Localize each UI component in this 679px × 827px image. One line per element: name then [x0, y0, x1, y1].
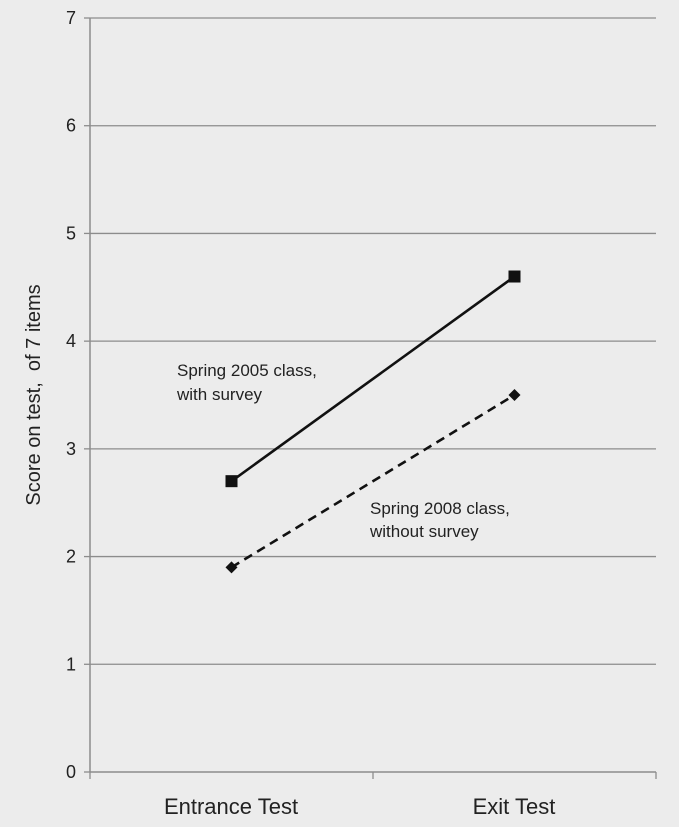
y-axis-title: Score on test, of 7 items: [23, 284, 45, 505]
series-layer: [225, 270, 521, 574]
x-tick-marks: [89, 772, 657, 779]
x-category-label-exit: Exit Test: [473, 794, 556, 819]
y-tick-label-7: 7: [66, 8, 76, 28]
data-point-square: [508, 270, 521, 283]
y-tick-label-4: 4: [66, 331, 76, 351]
data-point-diamond: [508, 389, 521, 401]
annotation-2008-line2: without survey: [369, 522, 479, 541]
annotation-2008-line1: Spring 2008 class,: [370, 499, 510, 518]
y-tick-label-5: 5: [66, 223, 76, 243]
data-point-square: [225, 475, 238, 488]
series-line-2: [230, 393, 516, 569]
annotation-spring-2008: Spring 2008 class, without survey: [369, 499, 510, 541]
y-tick-label-2: 2: [66, 547, 76, 567]
series-2: [225, 389, 521, 574]
gridlines: [90, 17, 656, 665]
axes: [89, 18, 656, 773]
data-point-diamond: [225, 561, 238, 574]
y-tick-labels: 0 1 2 3 4 5 6 7: [66, 8, 90, 782]
x-category-labels: Entrance Test Exit Test: [164, 794, 555, 819]
y-tick-label-1: 1: [66, 654, 76, 674]
y-tick-label-6: 6: [66, 116, 76, 136]
y-tick-label-3: 3: [66, 439, 76, 459]
x-category-label-entrance: Entrance Test: [164, 794, 298, 819]
series-line-1: [230, 275, 516, 483]
y-tick-label-0: 0: [66, 762, 76, 782]
annotation-2005-line1: Spring 2005 class,: [177, 361, 317, 380]
annotation-2005-line2: with survey: [176, 385, 263, 404]
series-1: [225, 270, 521, 488]
annotation-spring-2005: Spring 2005 class, with survey: [176, 361, 317, 404]
